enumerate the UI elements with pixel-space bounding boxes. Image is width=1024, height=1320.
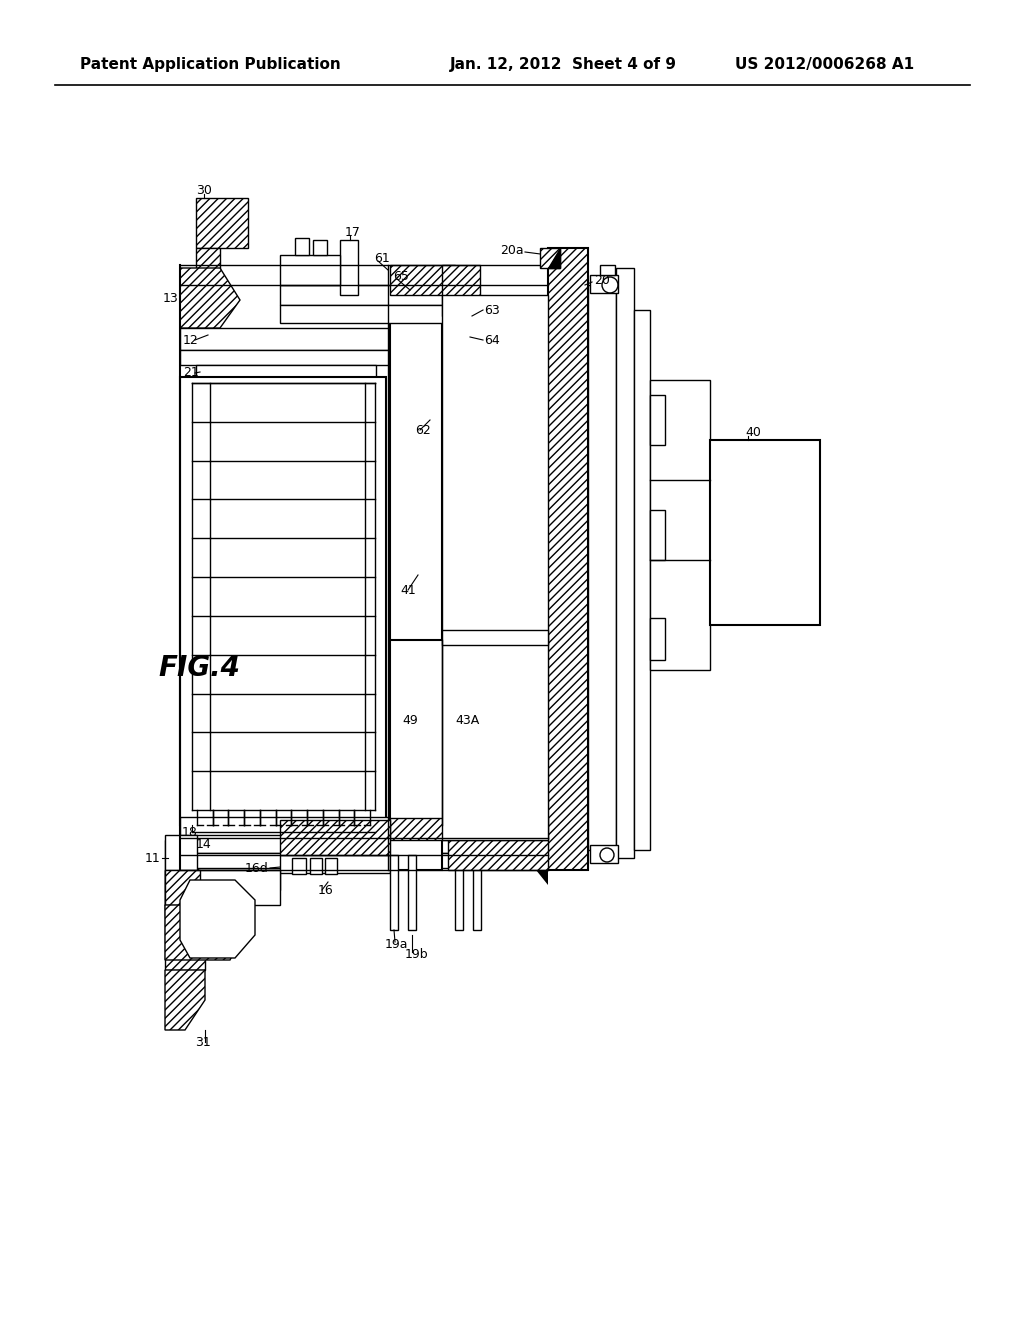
Bar (590, 845, 618, 863)
Bar (180, 817, 390, 837)
Bar (590, 275, 618, 293)
Polygon shape (449, 840, 548, 870)
Polygon shape (390, 818, 548, 840)
Bar (180, 853, 585, 869)
Bar (442, 296, 480, 315)
Bar (196, 366, 376, 378)
Text: 19b: 19b (406, 949, 429, 961)
Text: 31: 31 (195, 1035, 211, 1048)
Bar (652, 615, 674, 665)
Polygon shape (442, 265, 480, 296)
Text: 20: 20 (594, 273, 610, 286)
Bar (408, 855, 416, 931)
Bar (442, 294, 548, 840)
Bar (650, 510, 665, 560)
Text: FIG.4: FIG.4 (158, 653, 240, 682)
Text: 16: 16 (318, 883, 334, 896)
Bar (450, 315, 472, 346)
Text: 11: 11 (144, 851, 160, 865)
Text: 17: 17 (345, 226, 360, 239)
Bar (313, 240, 327, 255)
Text: 30: 30 (196, 183, 212, 197)
Bar (340, 240, 358, 294)
Bar (634, 310, 650, 850)
Text: 64: 64 (484, 334, 500, 346)
Text: Patent Application Publication: Patent Application Publication (80, 58, 341, 73)
Bar (650, 380, 710, 671)
Bar (616, 268, 634, 858)
Bar (280, 855, 390, 873)
Polygon shape (540, 248, 560, 268)
Bar (280, 305, 445, 323)
Text: 63: 63 (484, 304, 500, 317)
Polygon shape (165, 840, 198, 870)
Bar (588, 285, 616, 850)
Polygon shape (196, 248, 220, 271)
Polygon shape (180, 880, 255, 958)
Bar (292, 858, 306, 874)
Polygon shape (165, 906, 245, 960)
Text: 18: 18 (182, 825, 198, 838)
Bar (165, 836, 197, 915)
Bar (325, 858, 337, 874)
Bar (295, 238, 309, 255)
Polygon shape (165, 970, 205, 1030)
Bar (180, 327, 575, 350)
Bar (280, 255, 340, 285)
Bar (180, 350, 575, 366)
Text: 40: 40 (745, 425, 761, 438)
Text: 65: 65 (393, 269, 409, 282)
Bar (710, 440, 820, 624)
Polygon shape (390, 265, 455, 294)
Text: 49: 49 (402, 714, 418, 726)
Text: 41: 41 (400, 583, 416, 597)
Polygon shape (536, 870, 548, 884)
Bar (600, 265, 615, 275)
Bar (280, 285, 445, 305)
Bar (652, 389, 674, 450)
Polygon shape (180, 268, 240, 327)
Text: 62: 62 (415, 424, 431, 437)
Bar (180, 378, 386, 825)
Text: 13: 13 (163, 292, 179, 305)
Bar (165, 890, 220, 909)
Bar (390, 294, 442, 870)
Bar (310, 858, 322, 874)
Bar (390, 855, 398, 931)
Polygon shape (548, 248, 560, 268)
Polygon shape (548, 248, 588, 870)
Polygon shape (196, 198, 248, 248)
Text: 43A: 43A (455, 714, 479, 726)
Text: 12: 12 (183, 334, 199, 346)
Bar (650, 618, 665, 660)
Text: US 2012/0006268 A1: US 2012/0006268 A1 (735, 58, 914, 73)
Bar (473, 855, 481, 931)
Bar (442, 630, 548, 645)
Text: 21: 21 (183, 367, 199, 380)
Text: Jan. 12, 2012  Sheet 4 of 9: Jan. 12, 2012 Sheet 4 of 9 (450, 58, 677, 73)
Bar (650, 395, 665, 445)
Text: 16d: 16d (245, 862, 268, 874)
Polygon shape (280, 820, 390, 855)
Bar (455, 855, 463, 931)
Text: 19a: 19a (385, 939, 409, 952)
Text: 14: 14 (196, 838, 212, 851)
Bar (165, 870, 280, 906)
Bar (180, 836, 585, 853)
Polygon shape (165, 870, 200, 906)
Text: 61: 61 (374, 252, 390, 264)
Polygon shape (165, 909, 205, 970)
Bar (652, 500, 674, 560)
Bar (390, 640, 548, 825)
Bar (165, 870, 280, 890)
Text: 20a: 20a (500, 243, 523, 256)
